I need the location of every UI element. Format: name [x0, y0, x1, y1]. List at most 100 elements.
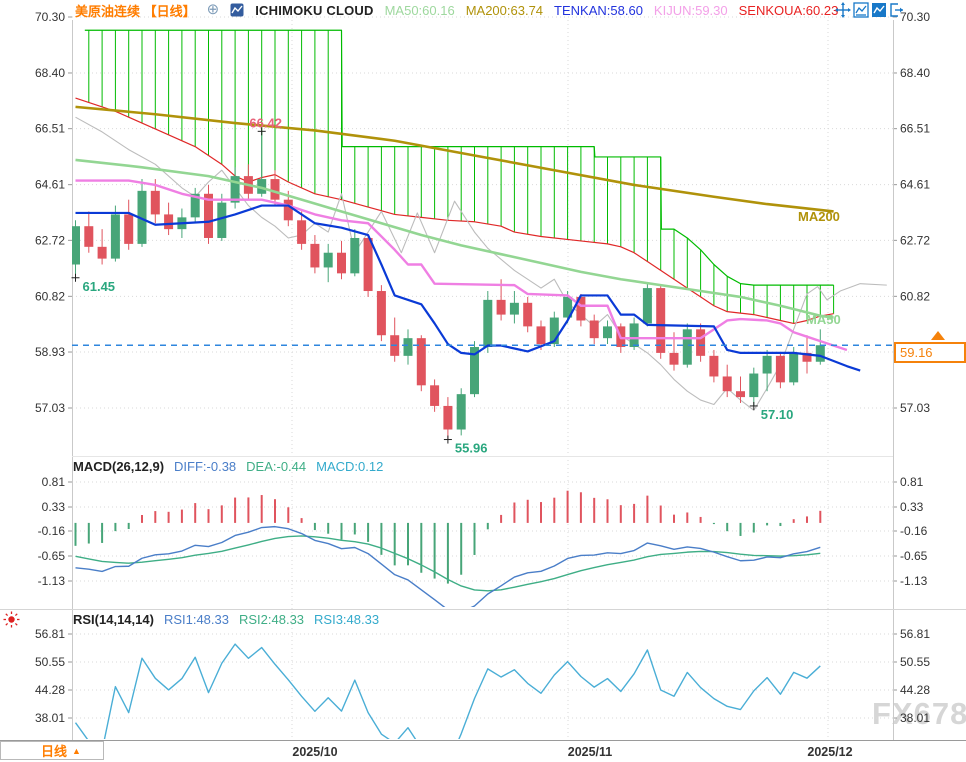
x-axis-label: 2025/12	[807, 745, 852, 759]
circle-plus-icon[interactable]: ⊕	[206, 1, 220, 18]
y-tick-label: 68.40	[900, 66, 930, 80]
candle-body	[563, 296, 573, 318]
y-tick-label: 38.01	[35, 711, 65, 725]
y-tick-label: 38.01	[900, 711, 930, 725]
candle-body	[762, 355, 772, 374]
candle-body	[696, 329, 706, 356]
candle-body	[323, 252, 333, 268]
candle-body	[576, 296, 586, 321]
candle-body	[84, 226, 94, 247]
exit-icon[interactable]	[889, 2, 905, 18]
chart-scale-icon[interactable]	[871, 2, 887, 18]
y-tick-label: 56.81	[35, 627, 65, 641]
candle-body	[722, 376, 732, 392]
rsi3-value: RSI3:48.33	[314, 611, 380, 627]
swing-low-label: 55.96	[455, 441, 488, 456]
y-tick-label: -1.13	[38, 574, 66, 588]
y-tick-label: -0.65	[38, 549, 66, 563]
y-tick-label: 57.03	[900, 401, 930, 415]
senkoua-value: SENKOUA:60.23	[738, 2, 839, 18]
candle-body	[257, 179, 267, 194]
y-tick-label: 60.82	[35, 289, 65, 303]
swing-low-label: 57.10	[761, 407, 794, 422]
y-tick-label: 50.55	[35, 655, 65, 669]
period-selector-label: 日线	[41, 744, 68, 759]
y-tick-label: -1.13	[900, 574, 928, 588]
indicator-settings-icon[interactable]	[3, 611, 20, 628]
candle-body	[137, 190, 147, 244]
candle-body	[416, 338, 426, 386]
overlay-layer: 70.30 70.30 68.40 68.40 66.51 66.51 64.61 64.61…	[35, 10, 930, 759]
candle-body	[669, 352, 679, 365]
x-axis-label: 2025/11	[568, 745, 613, 759]
rsi2-value: RSI2:48.33	[238, 611, 305, 627]
tenkan-line	[75, 204, 861, 372]
candle-body	[230, 176, 240, 203]
ma200-label: MA200	[798, 209, 840, 224]
last-price-marker: 59.16	[894, 342, 966, 363]
y-tick-label: 0.81	[900, 475, 924, 489]
candle-body	[72, 226, 80, 265]
symbol-title: 美原油连续 【日线】	[75, 1, 196, 20]
candle-body	[110, 214, 120, 259]
dea-line	[75, 535, 821, 592]
candle-body	[190, 193, 200, 218]
candle-body	[470, 347, 479, 395]
candle-body	[310, 243, 320, 268]
chart-header: 美原油连续 【日线】 ⊕ ICHIMOKU CLOUD MA50:60.16 M…	[75, 1, 838, 19]
y-tick-label: 44.28	[900, 683, 930, 697]
candle-body	[603, 326, 612, 339]
candle-body	[164, 214, 174, 230]
y-tick-label: 0.33	[42, 500, 66, 514]
main-panel	[72, 29, 887, 440]
candle-body	[802, 352, 812, 362]
y-tick-label: 68.40	[35, 66, 65, 80]
y-tick-label: -0.65	[900, 549, 928, 563]
candle-body	[775, 355, 785, 383]
y-tick-label: 70.30	[900, 10, 930, 24]
watermark: FX678	[872, 696, 966, 731]
y-tick-label: 64.61	[35, 178, 65, 192]
kijun-line	[75, 179, 848, 352]
candle-body	[642, 288, 652, 324]
candle-body	[789, 352, 799, 383]
candle-body	[363, 237, 373, 292]
ma200-line	[75, 105, 834, 213]
x-axis-label: 2025/10	[292, 745, 337, 759]
candle-body	[523, 302, 533, 327]
ma50-value: MA50:60.16	[384, 2, 455, 18]
macd-diff-value: DIFF:-0.38	[174, 458, 237, 474]
candle-body	[496, 299, 506, 315]
rsi-line	[74, 643, 821, 739]
period-tag: 【日线】	[143, 3, 196, 19]
swing-low-label: 61.45	[83, 279, 116, 294]
candle-body	[376, 291, 386, 336]
axis-scale-icon[interactable]	[853, 2, 869, 18]
chart-toolbar	[835, 2, 905, 18]
y-tick-label: -0.16	[38, 524, 66, 538]
candle-body	[815, 345, 825, 362]
rsi-title: RSI(14,14,14)	[73, 611, 154, 627]
diff-line	[75, 525, 821, 607]
candle-body	[509, 302, 519, 315]
swing-high-label: 66.42	[249, 115, 282, 130]
candle-body	[270, 179, 280, 200]
y-tick-label: 66.51	[35, 122, 65, 136]
candle-body	[403, 338, 413, 356]
macd-header: MACD(26,12,9) DIFF:-0.38 DEA:-0.44 MACD:…	[73, 458, 383, 474]
senkou-a-line	[75, 97, 834, 325]
period-selector[interactable]: 日线 ▲	[0, 741, 104, 760]
macd-dea-value: DEA:-0.44	[246, 458, 307, 474]
y-tick-label: 50.55	[900, 655, 930, 669]
symbol-name: 美原油连续	[75, 3, 141, 19]
y-tick-label: 62.72	[35, 233, 65, 247]
y-tick-label: 0.33	[900, 500, 924, 514]
move-icon[interactable]	[835, 2, 851, 18]
candle-body	[443, 405, 453, 430]
candle-body	[456, 394, 466, 430]
price-up-arrow-icon	[931, 331, 945, 340]
candle-body	[217, 202, 227, 238]
candle-body	[283, 199, 293, 221]
